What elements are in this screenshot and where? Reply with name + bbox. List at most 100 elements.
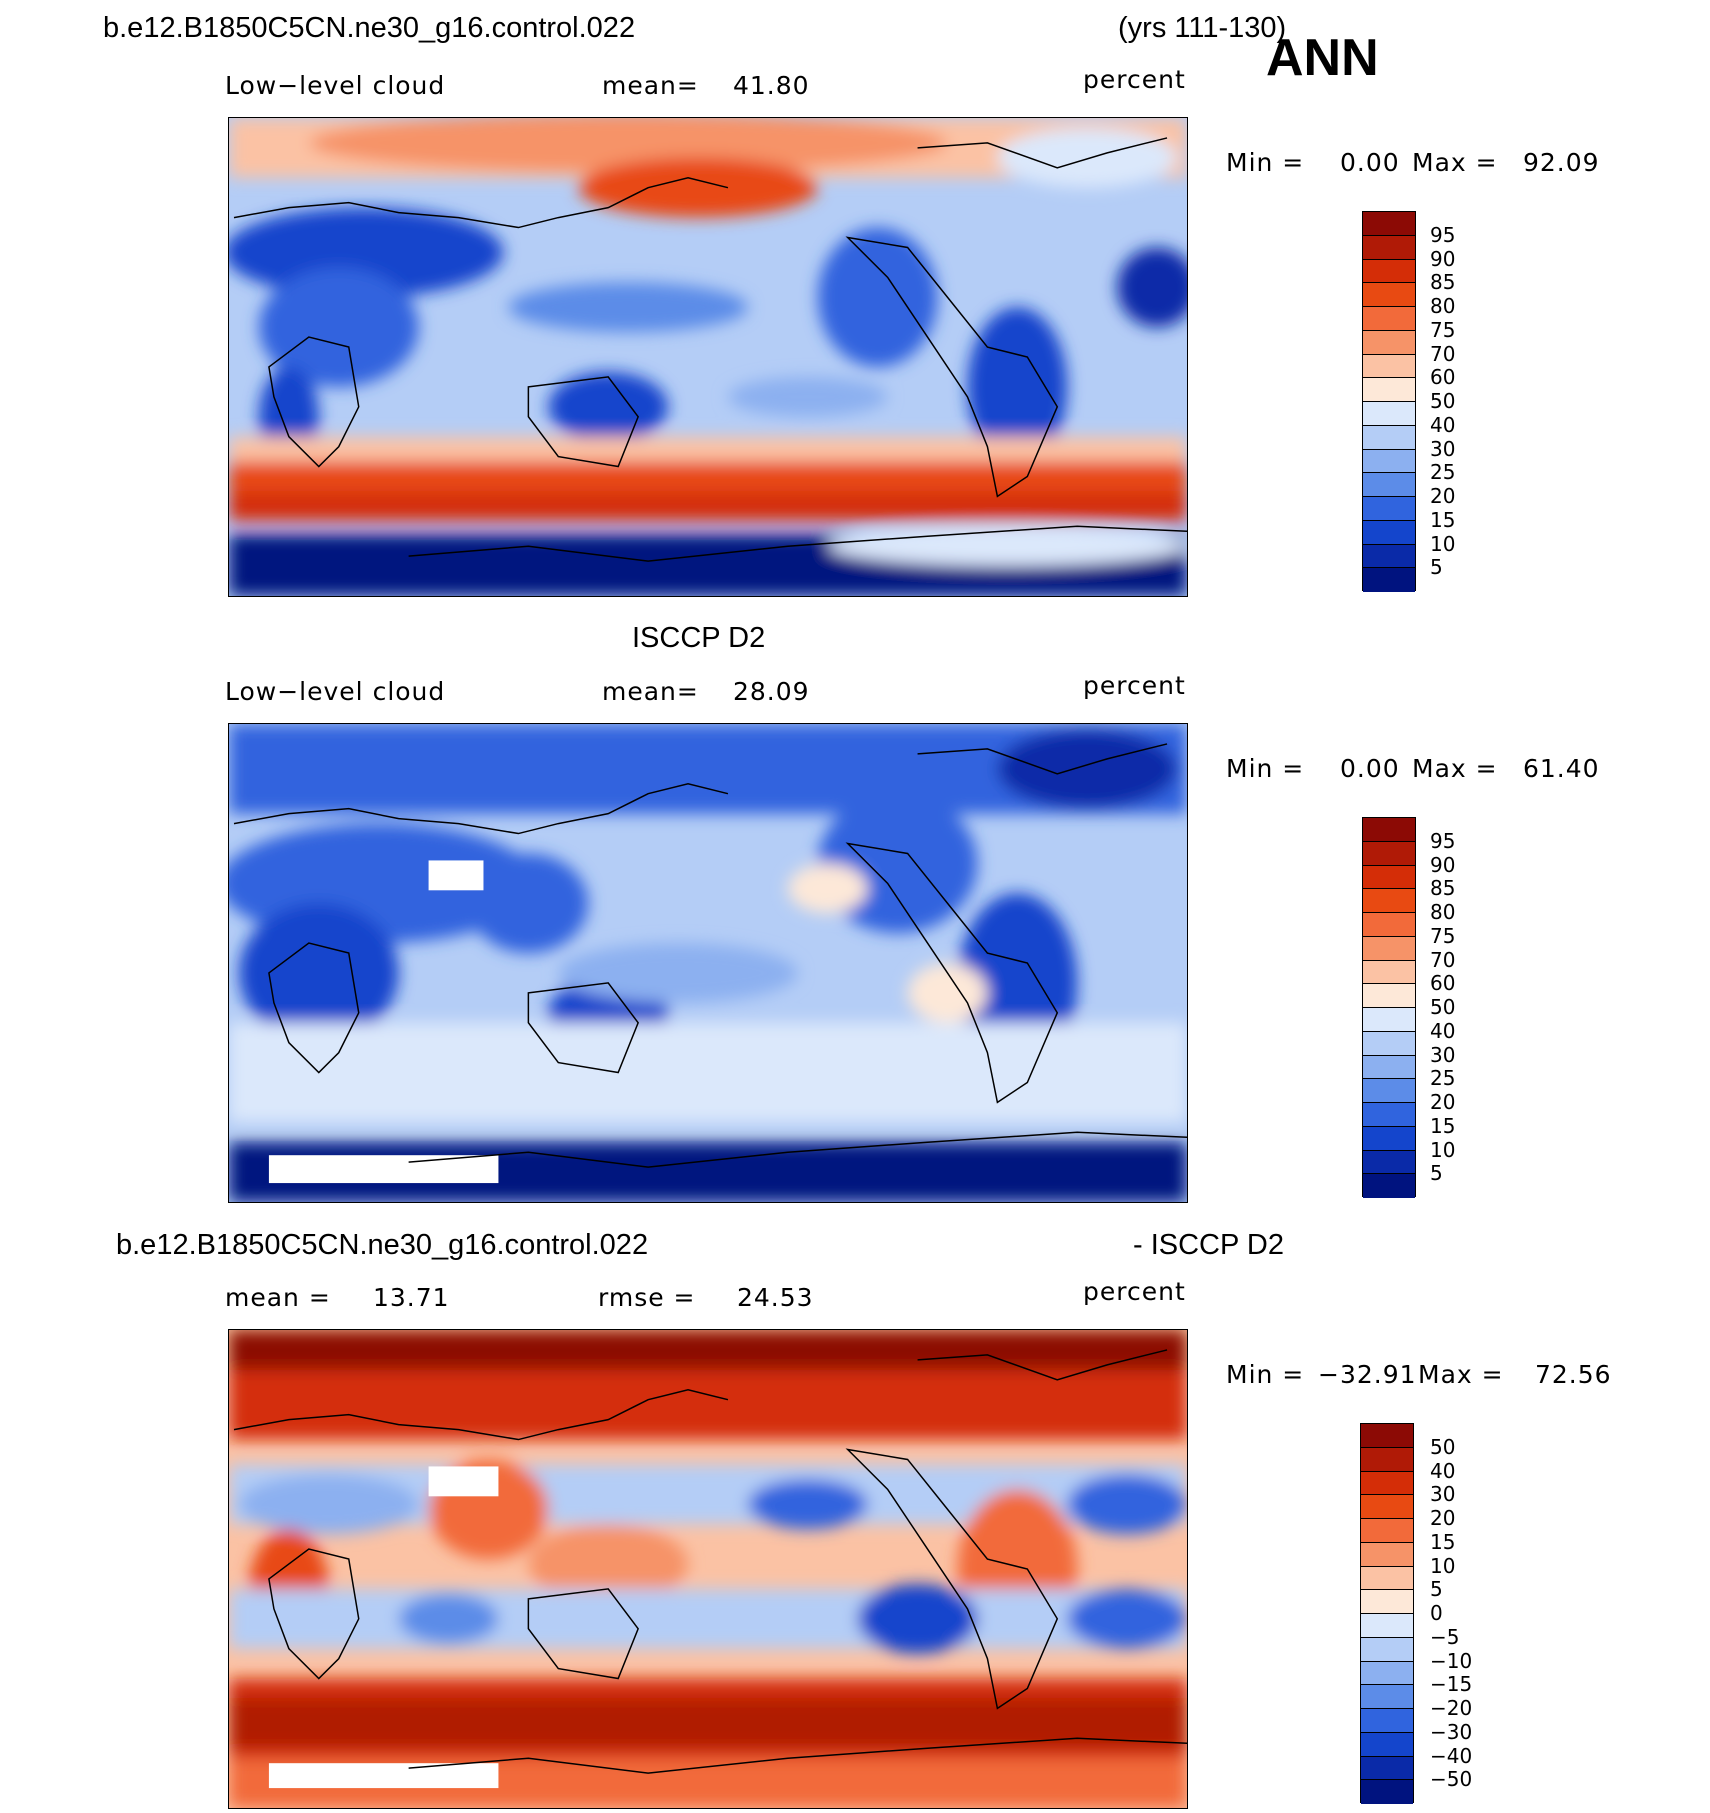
colorbar-swatch: [1361, 1424, 1413, 1448]
panel2-max-value: 61.40: [1523, 754, 1600, 783]
colorbar-swatch: [1363, 1031, 1415, 1056]
panel3-max-label: Max =: [1418, 1360, 1504, 1389]
colorbar-tick-label: 40: [1430, 1458, 1456, 1483]
colorbar-swatch: [1363, 307, 1415, 331]
colorbar-tick-label: 15: [1430, 1113, 1456, 1138]
panel2-max-label: Max =: [1412, 754, 1498, 783]
colorbar-tick-label: −10: [1430, 1648, 1473, 1673]
colorbar-tick-label: 50: [1430, 995, 1456, 1019]
colorbar-swatch: [1363, 259, 1415, 284]
panel2-min-value: 0.00: [1340, 754, 1400, 783]
colorbar-swatch: [1361, 1566, 1413, 1591]
panel1-variable: Low−level cloud: [225, 71, 446, 100]
colorbar-tick-label: 0: [1430, 1601, 1443, 1625]
colorbar-tick-label: 85: [1430, 876, 1456, 901]
colorbar-tick-label: 15: [1430, 507, 1456, 532]
colorbar-swatch: [1363, 1126, 1415, 1151]
colorbar-swatch: [1363, 913, 1415, 937]
colorbar-swatch: [1363, 544, 1415, 569]
colorbar-tick-label: 5: [1430, 555, 1443, 580]
isccp-cloud-map: [228, 723, 1188, 1203]
colorbar-swatch: [1363, 378, 1415, 402]
panel2-title: ISCCP D2: [632, 622, 766, 654]
colorbar-tick-label: −20: [1430, 1696, 1473, 1720]
colorbar-swatch: [1361, 1709, 1413, 1733]
colorbar-swatch: [1363, 1103, 1415, 1127]
colorbar-swatch: [1363, 1174, 1415, 1198]
panel2-min-label: Min =: [1226, 754, 1305, 783]
panel1-min-label: Min =: [1226, 148, 1305, 177]
colorbar-tick-label: 10: [1430, 531, 1456, 556]
colorbar-swatch: [1361, 1780, 1413, 1804]
colorbar-swatch: [1363, 354, 1415, 379]
colorbar-swatch: [1363, 1008, 1415, 1032]
panel2-colorbar: [1362, 817, 1416, 1198]
panel3-title-right: - ISCCP D2: [1133, 1229, 1284, 1261]
panel1-colorbar: [1362, 211, 1416, 592]
colorbar-swatch: [1361, 1447, 1413, 1472]
colorbar-tick-label: 95: [1430, 828, 1456, 853]
colorbar-swatch: [1363, 960, 1415, 985]
colorbar-swatch: [1363, 330, 1415, 355]
colorbar-swatch: [1363, 865, 1415, 890]
colorbar-swatch: [1361, 1590, 1413, 1614]
panel3-title-left: b.e12.B1850C5CN.ne30_g16.control.022: [116, 1229, 649, 1261]
colorbar-tick-label: 10: [1430, 1137, 1456, 1162]
colorbar-tick-label: −5: [1430, 1624, 1460, 1649]
panel3-min-value: −32.91: [1318, 1360, 1417, 1389]
panel3-units: percent: [1083, 1277, 1186, 1306]
colorbar-swatch: [1361, 1542, 1413, 1567]
panel3-min-label: Min =: [1226, 1360, 1305, 1389]
colorbar-tick-label: 15: [1430, 1529, 1456, 1554]
model-cloud-map: [228, 117, 1188, 597]
panel3-max-value: 72.56: [1535, 1360, 1612, 1389]
colorbar-tick-label: 50: [1430, 1434, 1456, 1459]
colorbar-tick-label: 80: [1430, 294, 1456, 318]
colorbar-swatch: [1361, 1519, 1413, 1543]
colorbar-tick-label: 30: [1430, 436, 1456, 461]
colorbar-swatch: [1363, 1055, 1415, 1080]
colorbar-tick-label: 60: [1430, 365, 1456, 390]
years-label: (yrs 111-130): [1118, 12, 1287, 44]
colorbar-swatch: [1361, 1614, 1413, 1638]
colorbar-tick-label: 85: [1430, 270, 1456, 295]
colorbar-tick-label: 50: [1430, 389, 1456, 413]
colorbar-tick-label: −40: [1430, 1743, 1473, 1768]
colorbar-tick-label: −15: [1430, 1672, 1473, 1697]
colorbar-tick-label: 40: [1430, 1018, 1456, 1043]
panel3-mean-value: 13.71: [373, 1283, 450, 1312]
colorbar-swatch: [1363, 984, 1415, 1008]
panel2-units: percent: [1083, 671, 1186, 700]
difference-map: [228, 1329, 1188, 1809]
colorbar-tick-label: 90: [1430, 246, 1456, 271]
colorbar-swatch: [1363, 841, 1415, 866]
panel3-rmse-label: rmse =: [598, 1283, 696, 1312]
colorbar-tick-label: −30: [1430, 1719, 1473, 1744]
panel1-min-value: 0.00: [1340, 148, 1400, 177]
colorbar-tick-label: 30: [1430, 1042, 1456, 1067]
colorbar-tick-label: 75: [1430, 923, 1456, 948]
panel3-mean-label: mean =: [225, 1283, 331, 1312]
colorbar-swatch: [1363, 212, 1415, 236]
colorbar-tick-label: −50: [1430, 1767, 1473, 1792]
colorbar-swatch: [1363, 520, 1415, 545]
colorbar-tick-label: 25: [1430, 460, 1456, 485]
colorbar-swatch: [1361, 1661, 1413, 1686]
colorbar-swatch: [1361, 1495, 1413, 1519]
colorbar-swatch: [1363, 283, 1415, 307]
season-label: ANN: [1266, 29, 1379, 87]
colorbar-swatch: [1363, 936, 1415, 961]
panel2-mean-label: mean=: [602, 677, 699, 706]
panel2-variable: Low−level cloud: [225, 677, 446, 706]
panel2-mean-value: 28.09: [733, 677, 810, 706]
panel1-mean-label: mean=: [602, 71, 699, 100]
panel1-max-label: Max =: [1412, 148, 1498, 177]
colorbar-tick-label: 60: [1430, 971, 1456, 996]
panel3-rmse-value: 24.53: [737, 1283, 814, 1312]
colorbar-swatch: [1363, 473, 1415, 497]
colorbar-swatch: [1363, 425, 1415, 450]
colorbar-swatch: [1361, 1732, 1413, 1757]
colorbar-tick-label: 95: [1430, 222, 1456, 247]
colorbar-tick-label: 75: [1430, 317, 1456, 342]
panel1-units: percent: [1083, 65, 1186, 94]
